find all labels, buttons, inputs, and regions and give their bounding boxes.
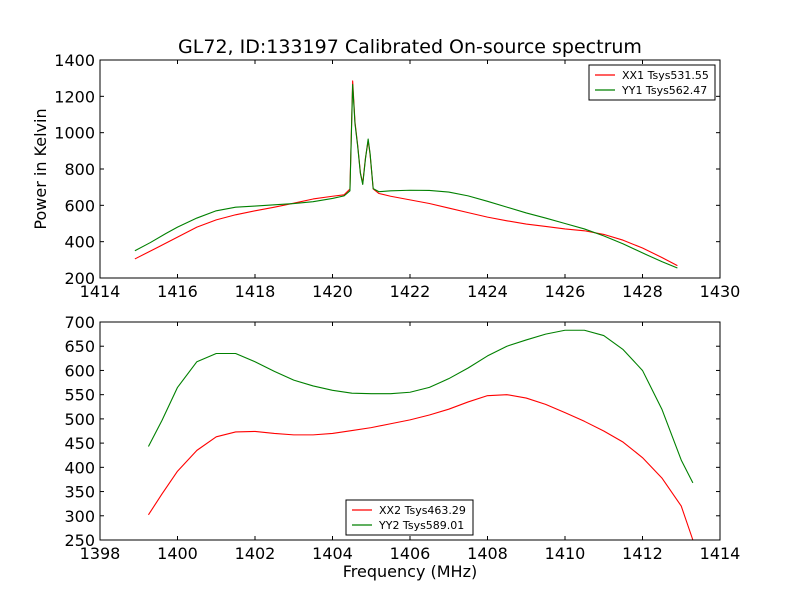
- y-tick-label: 700: [64, 313, 95, 332]
- x-tick-label: 1398: [80, 544, 121, 563]
- series-line-xx2: [147, 394, 694, 541]
- y-tick-label: 1000: [54, 124, 95, 143]
- x-axis-label: Frequency (MHz): [343, 562, 477, 581]
- x-tick-label: 1422: [390, 282, 431, 301]
- x-tick-label: 1416: [157, 282, 198, 301]
- y-axis-label: Power in Kelvin: [31, 108, 50, 229]
- legend-box: [588, 64, 716, 101]
- y-tick-label: 300: [64, 507, 95, 526]
- legend-box: [345, 499, 474, 536]
- legend-label: XX2 Tsys463.29: [379, 504, 466, 517]
- y-tick-label: 1200: [54, 87, 95, 106]
- legend-label: XX1 Tsys531.55: [622, 69, 709, 82]
- top-spectrum-plot: 1414 1416 1418 1420 1422 1424 1426 1428 1430 200 4…: [31, 51, 740, 301]
- x-tick-label: 1404: [312, 544, 353, 563]
- x-tick-label: 1414: [700, 544, 741, 563]
- legend: XX2 Tsys463.29 YY2 Tsys589.01: [345, 499, 474, 536]
- y-tick-label: 350: [64, 483, 95, 502]
- x-tick-label: 1402: [235, 544, 276, 563]
- y-tick-label: 800: [64, 160, 95, 179]
- legend: XX1 Tsys531.55 YY1 Tsys562.47: [588, 64, 716, 101]
- y-tick-label: 250: [64, 531, 95, 550]
- y-tick-label: 550: [64, 386, 95, 405]
- y-tick-label: 600: [64, 361, 95, 380]
- x-tick-label: 1424: [467, 282, 508, 301]
- y-tick-label: 200: [64, 269, 95, 288]
- y-tick-label: 400: [64, 458, 95, 477]
- x-tick-label: 1430: [700, 282, 741, 301]
- chart-title: GL72, ID:133197 Calibrated On-source spe…: [178, 36, 642, 58]
- x-tick-label: 1420: [312, 282, 353, 301]
- y-tick-label: 600: [64, 196, 95, 215]
- x-tick-label: 1418: [235, 282, 276, 301]
- x-tick-label: 1410: [545, 544, 586, 563]
- bottom-spectrum-plot: 1398 1400 1402 1404 1406 1408 1410 1412 1414 250 3…: [64, 313, 740, 581]
- x-tick-label: 1412: [622, 544, 663, 563]
- series-line-yy2: [147, 329, 694, 484]
- legend-label: YY2 Tsys589.01: [378, 519, 464, 532]
- y-tick-label: 400: [64, 233, 95, 252]
- x-tick-label: 1426: [545, 282, 586, 301]
- series-line-yy1: [134, 83, 678, 269]
- x-tick-label: 1408: [467, 544, 508, 563]
- legend-label: YY1 Tsys562.47: [621, 84, 707, 97]
- x-tick-label: 1428: [622, 282, 663, 301]
- x-tick-label: 1406: [390, 544, 431, 563]
- x-tick-label: 1414: [80, 282, 121, 301]
- x-tick-label: 1400: [157, 544, 198, 563]
- y-tick-label: 1400: [54, 51, 95, 70]
- y-tick-label: 500: [64, 410, 95, 429]
- y-tick-label: 450: [64, 434, 95, 453]
- y-tick-label: 650: [64, 337, 95, 356]
